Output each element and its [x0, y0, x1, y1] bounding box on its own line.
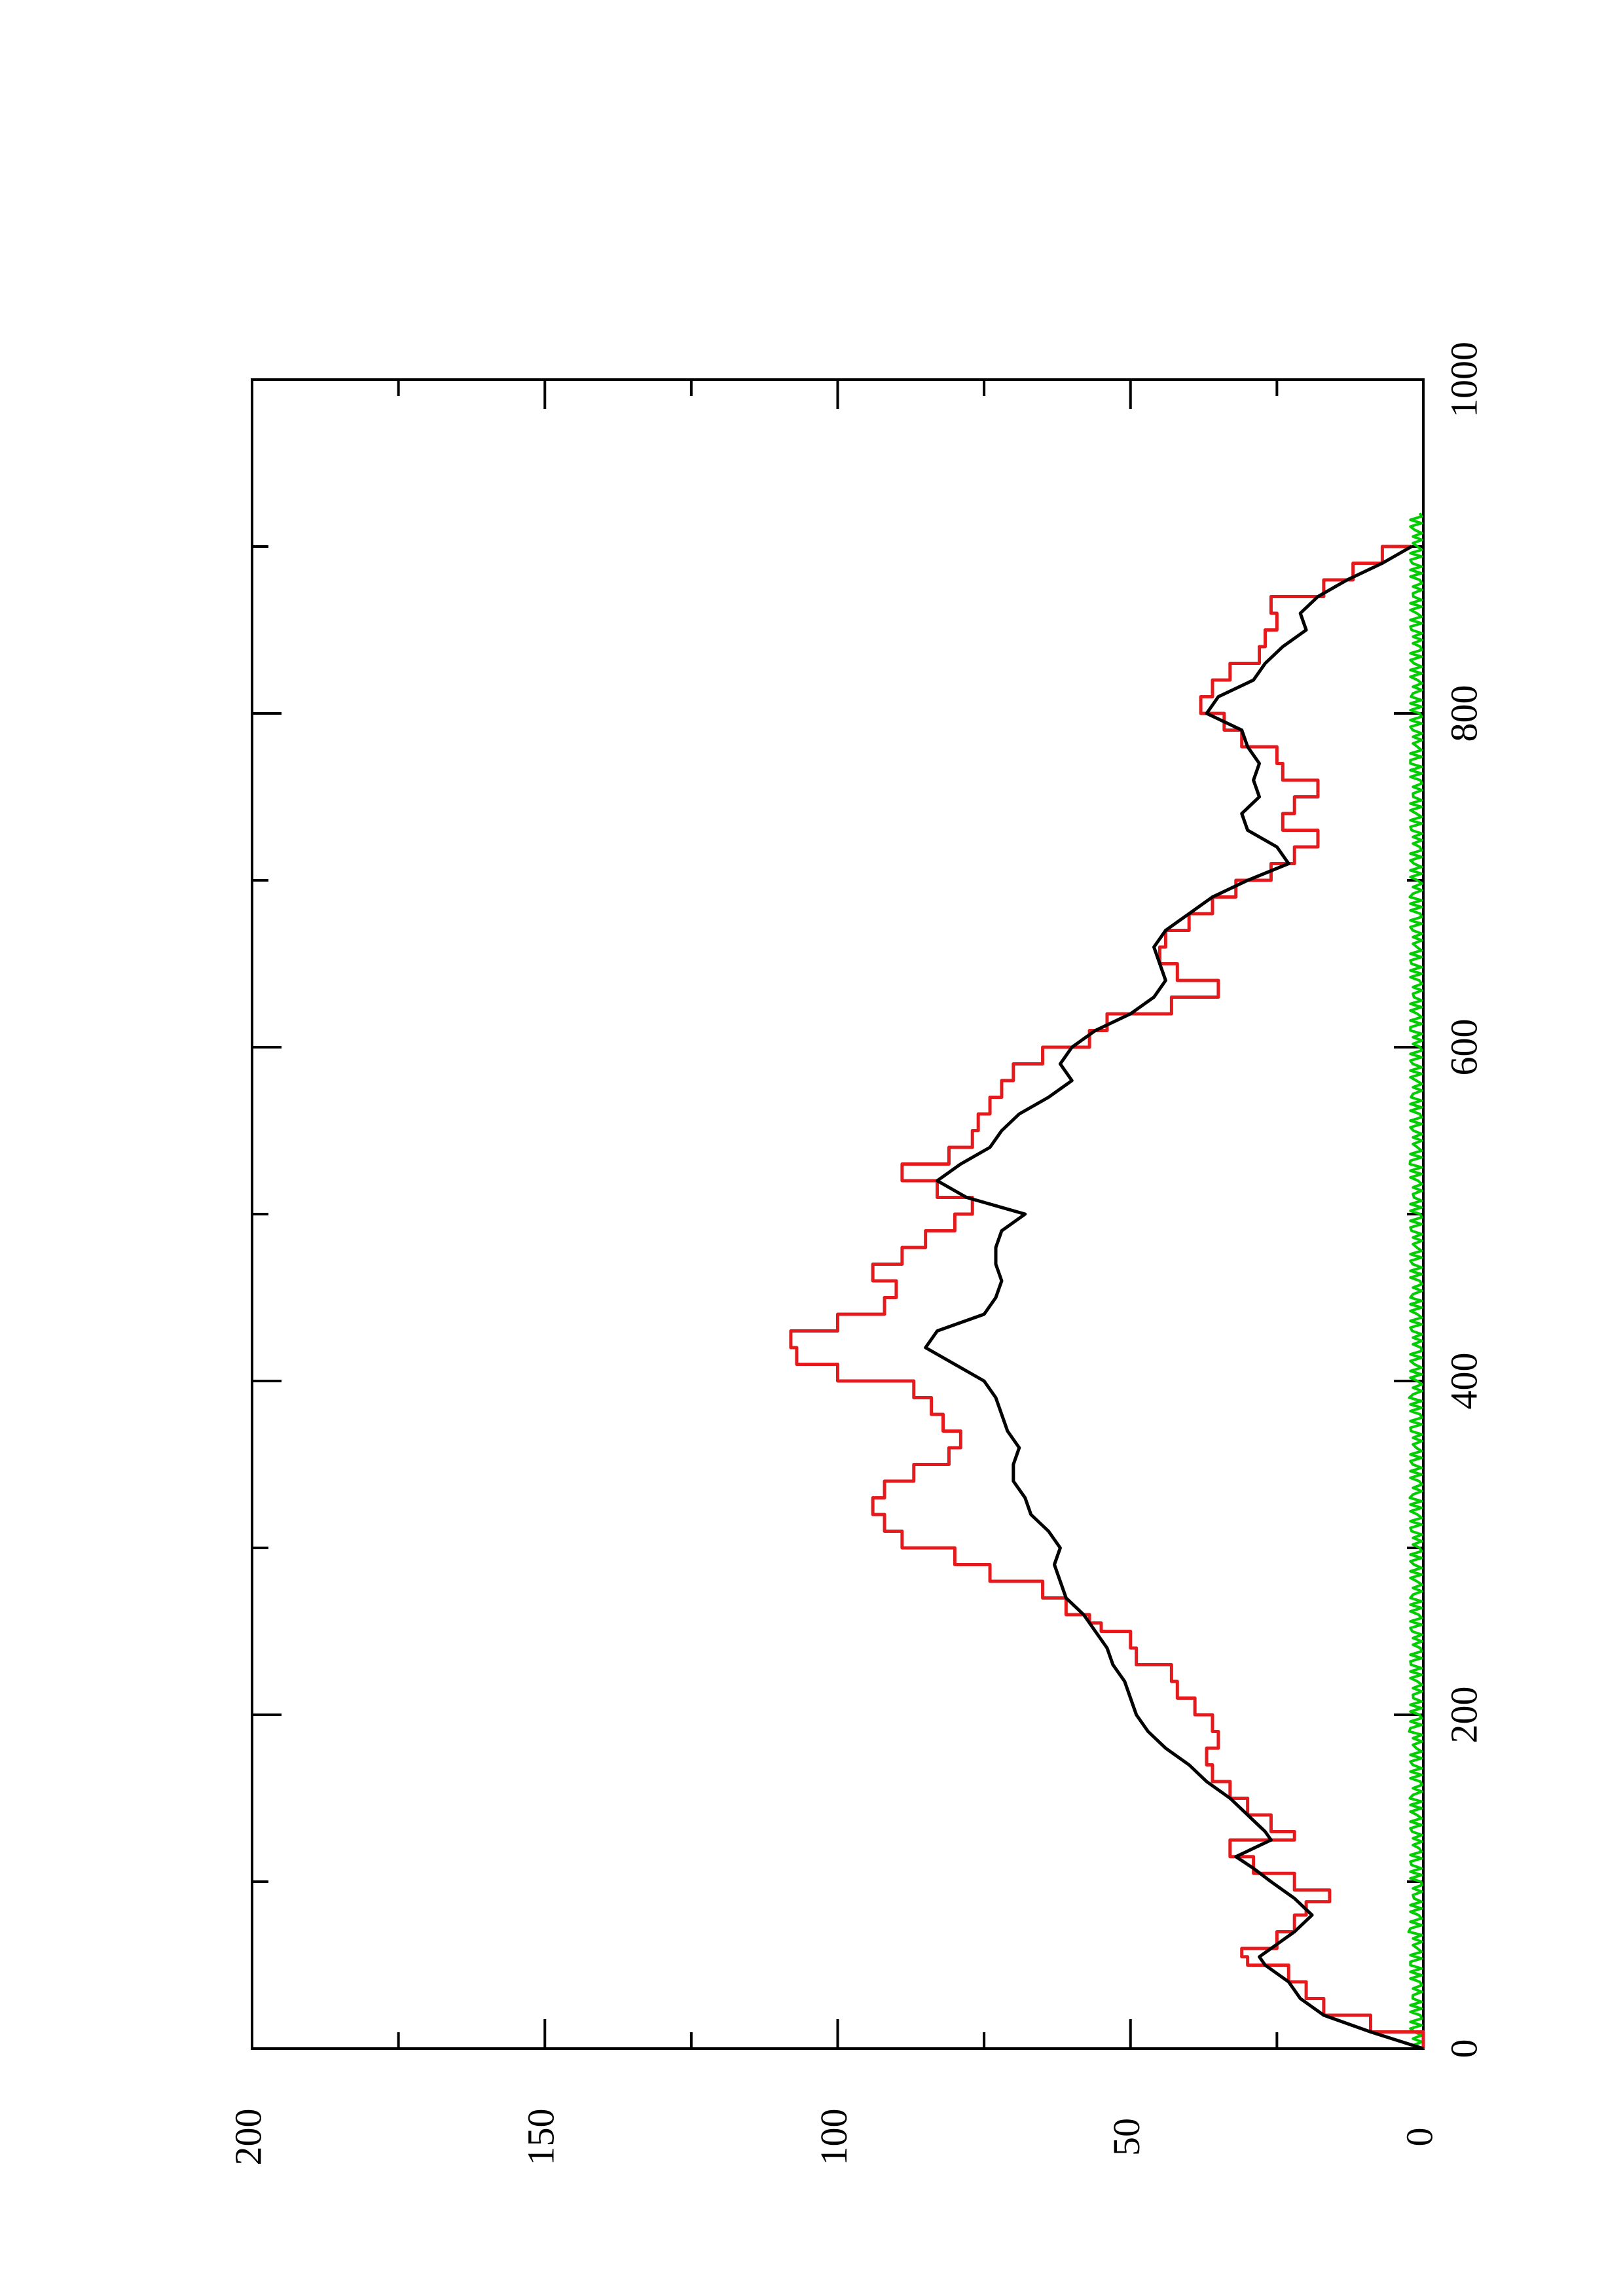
y-tick-label: 200: [227, 2109, 269, 2166]
series-line-red: [789, 545, 1425, 2049]
tick-labels: 0 200 400 600 800 1000 0 50 100 150 200: [227, 342, 1485, 2166]
y-tick-label: 100: [812, 2109, 855, 2166]
y-tick-label: 150: [520, 2109, 562, 2166]
x-tick-label: 1000: [1442, 342, 1485, 418]
tick-marks: [251, 378, 1425, 2050]
x-tick-label: 200: [1442, 1687, 1485, 1744]
series-line-black: [924, 545, 1424, 2051]
x-tick-label: 800: [1442, 685, 1485, 742]
series-line-green: [1407, 512, 1424, 2050]
y-tick-label: 50: [1105, 2118, 1148, 2156]
x-tick-label: 0: [1442, 2039, 1485, 2058]
y-tick-label: 0: [1398, 2128, 1440, 2147]
series-layer: [789, 512, 1425, 2051]
x-tick-label: 400: [1442, 1353, 1485, 1410]
x-tick-label: 600: [1442, 1019, 1485, 1076]
